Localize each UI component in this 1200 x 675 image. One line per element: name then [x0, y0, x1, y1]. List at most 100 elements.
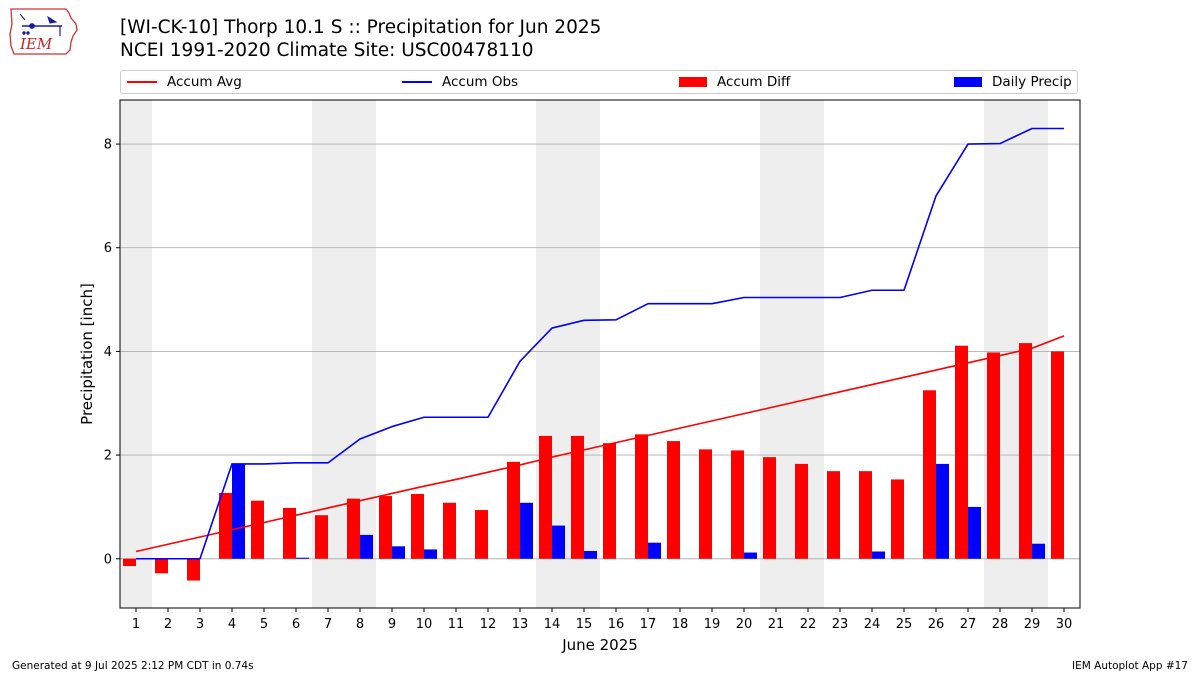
- x-tick-label: 10: [416, 617, 433, 632]
- accum-diff-bar: [123, 558, 136, 567]
- x-tick-label: 21: [768, 617, 785, 632]
- x-tick-label: 16: [608, 617, 625, 632]
- plot-area: [120, 100, 1080, 608]
- accum-diff-bar: [411, 493, 424, 559]
- x-tick-label: 19: [704, 617, 721, 632]
- x-tick-label: 12: [480, 617, 497, 632]
- x-tick-label: 24: [864, 617, 881, 632]
- chart-title: [WI-CK-10] Thorp 10.1 S :: Precipitation…: [120, 17, 602, 38]
- daily-precip-bar: [936, 463, 949, 559]
- accum-diff-bar: [603, 443, 616, 559]
- accum-diff-bars: [123, 343, 1064, 581]
- x-tick-label: 20: [736, 617, 753, 632]
- legend-label-accum-diff: Accum Diff: [717, 74, 791, 90]
- footer-generated-text: Generated at 9 Jul 2025 2:12 PM CDT in 0…: [12, 660, 254, 672]
- accum-diff-bar: [763, 457, 776, 559]
- legend-item-accum-obs: Accum Obs: [402, 74, 518, 90]
- x-tick-label: 28: [992, 617, 1009, 632]
- legend: Accum Avg Accum Obs Accum Diff Daily Pre…: [120, 70, 1078, 94]
- x-tick-label: 9: [388, 617, 396, 632]
- accum-diff-bar: [283, 507, 296, 559]
- x-axis: 1 2 3 4 5 6 7 8 9 10 11 12 13 14 15 16 17 18 19 20 21 22 23 24 2…: [132, 608, 1072, 632]
- accum-diff-bar: [699, 449, 712, 559]
- x-tick-label: 1: [132, 617, 140, 632]
- x-tick-label: 23: [832, 617, 849, 632]
- accum-diff-bar: [475, 510, 488, 559]
- x-tick-label: 29: [1024, 617, 1041, 632]
- weekend-band: [120, 100, 152, 608]
- gridlines: [120, 143, 1080, 560]
- iowa-state-outline-icon: [9, 8, 78, 55]
- x-tick-label: 5: [260, 617, 268, 632]
- legend-item-daily-precip: Daily Precip: [954, 74, 1072, 90]
- accum-diff-bar: [731, 450, 744, 559]
- daily-precip-bar: [744, 552, 757, 559]
- legend-item-accum-avg: Accum Avg: [127, 74, 242, 90]
- daily-precip-bar: [968, 506, 981, 559]
- x-tick-label: 25: [896, 617, 913, 632]
- accum-diff-bar: [827, 471, 840, 559]
- iem-logo: IEM: [9, 8, 78, 55]
- accum-diff-bar: [1019, 343, 1032, 559]
- weather-station-icon: [19, 13, 62, 36]
- legend-swatch-accum-diff: [679, 77, 707, 87]
- x-tick-label: 14: [544, 617, 561, 632]
- x-tick-label: 6: [292, 617, 300, 632]
- accum-diff-bar: [347, 498, 360, 559]
- accum-diff-bar: [667, 441, 680, 559]
- accum-diff-bar: [443, 502, 456, 559]
- y-axis-label: Precipitation [inch]: [78, 283, 96, 425]
- accum-diff-bar: [315, 515, 328, 559]
- x-tick-label: 17: [640, 617, 657, 632]
- accum-obs-line: [136, 127, 1064, 560]
- y-tick-label: 6: [104, 241, 112, 256]
- accum-diff-bar: [219, 492, 232, 559]
- legend-label-accum-obs: Accum Obs: [442, 74, 519, 90]
- accum-avg-line: [135, 335, 1065, 553]
- accum-diff-bar: [251, 500, 264, 559]
- footer-app-label: IEM Autoplot App #17: [1072, 660, 1188, 672]
- daily-precip-bar: [232, 463, 245, 559]
- legend-swatch-accum-obs: [402, 81, 432, 83]
- x-tick-label: 26: [928, 617, 945, 632]
- y-tick-label: 0: [104, 552, 112, 567]
- x-tick-label: 22: [800, 617, 817, 632]
- x-tick-label: 15: [576, 617, 593, 632]
- legend-label-accum-avg: Accum Avg: [167, 74, 242, 90]
- accum-diff-bar: [379, 496, 392, 559]
- x-tick-label: 8: [356, 617, 364, 632]
- accum-diff-bar: [859, 471, 872, 559]
- logo-text: IEM: [19, 35, 53, 53]
- x-tick-label: 27: [960, 617, 977, 632]
- accum-diff-bar: [155, 558, 168, 574]
- x-tick-label: 4: [228, 617, 236, 632]
- x-tick-label: 13: [512, 617, 529, 632]
- daily-precip-bar: [1032, 543, 1045, 559]
- daily-precip-bar: [552, 525, 565, 559]
- x-axis-label: June 2025: [561, 636, 638, 654]
- daily-precip-bar: [520, 502, 533, 559]
- daily-precip-bar: [392, 546, 405, 559]
- legend-label-daily-precip: Daily Precip: [992, 74, 1072, 90]
- accum-diff-bar: [571, 435, 584, 559]
- daily-precip-bars: [232, 463, 1045, 559]
- plot-frame: [119, 99, 1081, 609]
- accum-diff-bar: [507, 461, 520, 559]
- daily-precip-bar: [872, 551, 885, 559]
- x-tick-label: 3: [196, 617, 204, 632]
- accum-diff-bar: [923, 390, 936, 559]
- accum-diff-bar: [1051, 351, 1064, 559]
- daily-precip-bar: [360, 534, 373, 559]
- legend-item-accum-diff: Accum Diff: [679, 74, 790, 90]
- x-tick-label: 30: [1056, 617, 1073, 632]
- legend-swatch-daily-precip: [954, 77, 982, 87]
- y-tick-label: 8: [104, 138, 112, 153]
- daily-precip-bar: [584, 550, 597, 559]
- daily-precip-bar: [648, 542, 661, 559]
- daily-precip-bar: [296, 557, 309, 559]
- chart-subtitle: NCEI 1991-2020 Climate Site: USC00478110: [120, 40, 534, 61]
- x-tick-label: 11: [448, 617, 465, 632]
- accum-diff-bar: [955, 345, 968, 559]
- accum-diff-bar: [795, 463, 808, 559]
